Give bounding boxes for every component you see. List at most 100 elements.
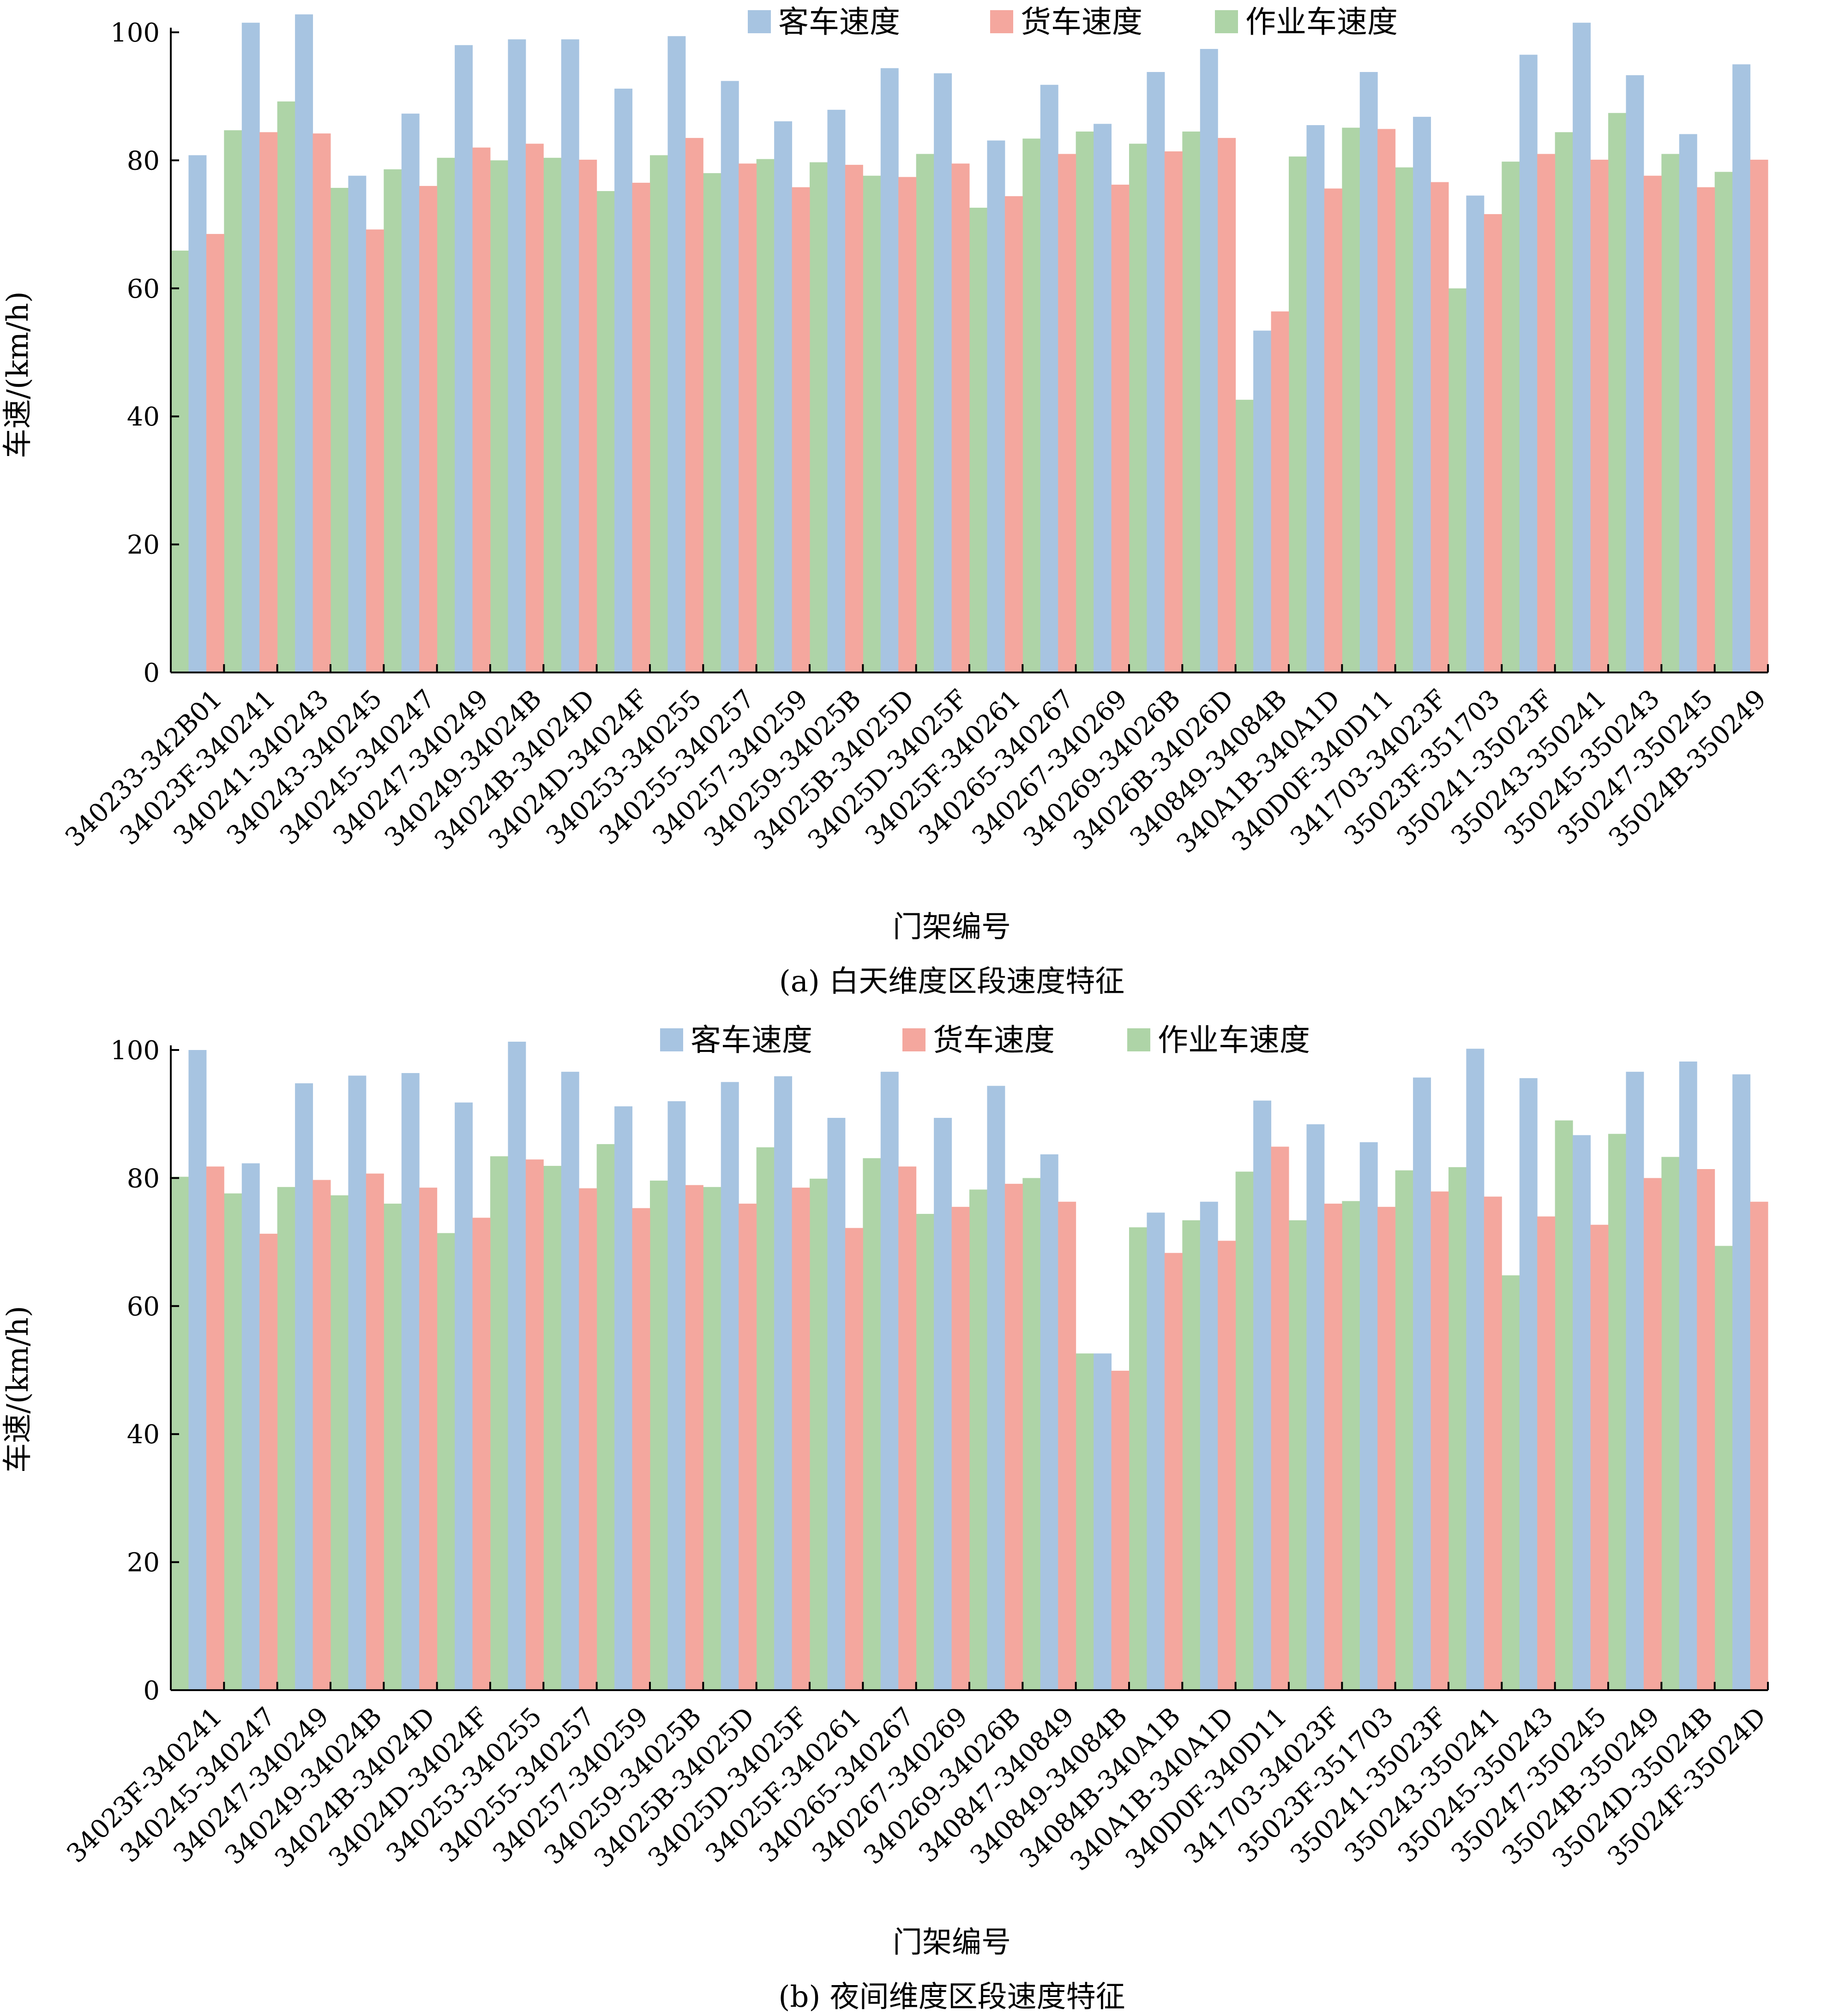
bar (1732, 1074, 1751, 1690)
bar (579, 160, 597, 672)
bar (1164, 1253, 1183, 1690)
bar (951, 163, 970, 673)
bar (774, 1076, 793, 1690)
y-tick-label: 0 (143, 1676, 160, 1706)
legend-label-passenger: 客车速度 (691, 1022, 812, 1058)
y-tick-label: 0 (143, 658, 160, 688)
bar (632, 1208, 650, 1690)
bar (508, 1041, 526, 1690)
bar (845, 165, 863, 672)
bar (774, 121, 793, 672)
bar (863, 1158, 881, 1690)
legend-swatch-work-vehicle (1215, 10, 1238, 33)
bar (543, 157, 562, 673)
bar (721, 81, 739, 672)
bar (1643, 1178, 1662, 1690)
bar (455, 45, 473, 673)
bar (1626, 1072, 1644, 1690)
legend-swatch-truck (902, 1028, 926, 1051)
bar (1289, 1220, 1307, 1690)
bar (171, 250, 189, 672)
bar (1182, 1220, 1201, 1690)
bar (1022, 1178, 1041, 1690)
bar (1306, 125, 1325, 672)
bar (1430, 182, 1449, 672)
bar (1519, 1078, 1538, 1690)
bar (1626, 75, 1644, 673)
y-tick-label: 40 (127, 1420, 160, 1450)
bar (1377, 1206, 1396, 1690)
bar (721, 1082, 739, 1690)
bar (614, 89, 633, 672)
bar (1413, 117, 1431, 673)
bar (685, 1185, 703, 1690)
bar (810, 1178, 828, 1690)
bar (739, 1203, 757, 1690)
bar (224, 1193, 242, 1690)
bar (756, 1147, 775, 1690)
bar (384, 1203, 402, 1690)
bar (1058, 154, 1076, 672)
bar (561, 1072, 579, 1690)
bar (1590, 160, 1609, 672)
bar (1306, 1124, 1325, 1690)
bar (1484, 1196, 1502, 1690)
bar (313, 1180, 331, 1690)
bar (1218, 138, 1236, 672)
bar (241, 1163, 260, 1690)
bar (739, 163, 757, 673)
bar (259, 1234, 278, 1690)
bar (792, 1188, 810, 1690)
bar (1200, 49, 1218, 672)
bar (1430, 1191, 1449, 1690)
bar (1200, 1201, 1218, 1690)
bar (472, 147, 491, 672)
bar (1679, 134, 1697, 672)
bar (331, 1195, 349, 1690)
bar (1679, 1061, 1697, 1690)
bar (969, 1189, 987, 1690)
bar (259, 132, 278, 672)
y-axis-label-night: 车速/(km/h) (1, 1306, 35, 1473)
bar (277, 101, 295, 672)
bar (490, 1156, 508, 1690)
legend-label-work-vehicle: 作业车速度 (1245, 4, 1398, 40)
bar (1484, 214, 1502, 672)
bar (916, 154, 934, 672)
bar (1359, 1142, 1378, 1690)
bar (437, 1233, 455, 1690)
bar (898, 1166, 917, 1690)
bar (525, 144, 544, 673)
bar (1235, 400, 1254, 672)
y-tick-label: 100 (110, 18, 160, 48)
bar (1324, 1203, 1342, 1690)
bar (419, 1188, 438, 1690)
legend-label-truck: 货车速度 (933, 1022, 1055, 1058)
legend-label-work-vehicle: 作业车速度 (1158, 1022, 1310, 1058)
bar (1395, 167, 1413, 672)
bar (1040, 1154, 1058, 1690)
bar (561, 39, 579, 672)
bar (1555, 132, 1573, 672)
bar (188, 1050, 207, 1690)
bar (1714, 1246, 1733, 1690)
bar (1271, 311, 1289, 672)
bar (880, 68, 899, 672)
bar (1022, 138, 1041, 672)
bar (1076, 1353, 1094, 1690)
y-tick-label: 60 (127, 274, 160, 304)
y-tick-label: 40 (127, 402, 160, 432)
bar (1714, 172, 1733, 672)
bar (969, 208, 987, 672)
bar (632, 182, 650, 673)
bar (1608, 1134, 1626, 1690)
bar (1573, 1135, 1591, 1690)
bar (241, 23, 260, 673)
x-axis-label-day: 门架编号 (893, 910, 1011, 944)
bar (1750, 1201, 1768, 1690)
bar (1466, 1049, 1484, 1690)
legend-night: 客车速度 货车速度 作业车速度 (660, 1022, 1310, 1058)
bar (1466, 195, 1484, 673)
bar (437, 157, 455, 673)
bar (650, 155, 668, 672)
